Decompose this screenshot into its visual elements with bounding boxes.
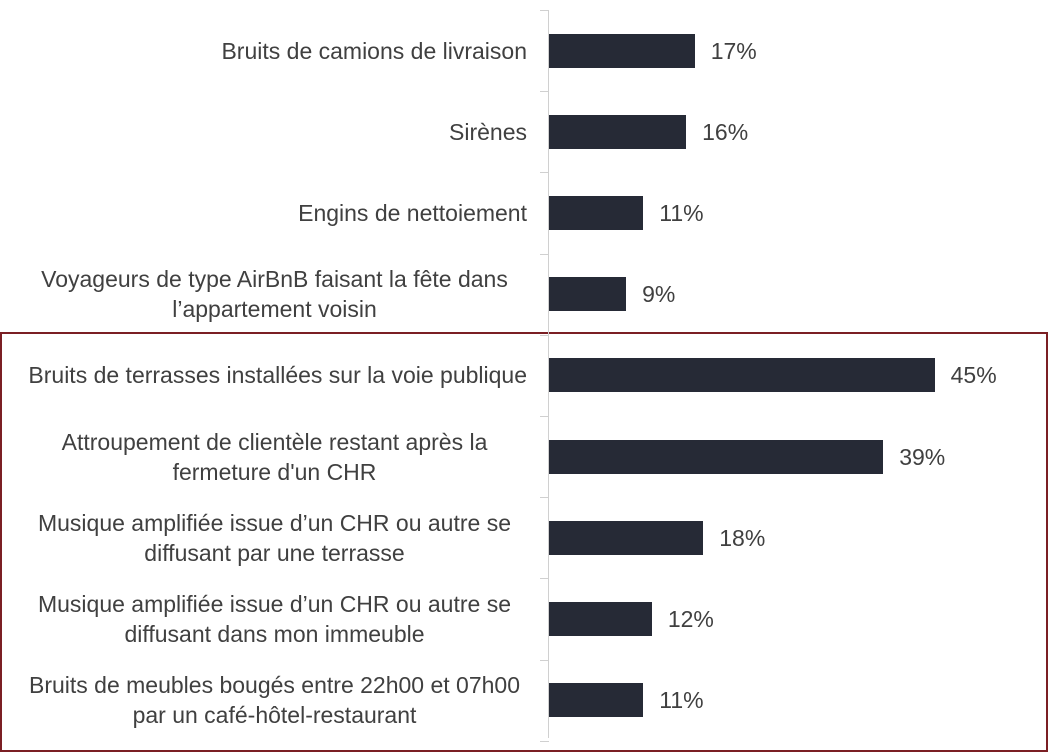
category-label: Musique amplifiée issue d’un CHR ou autr… xyxy=(37,590,512,647)
bar xyxy=(549,33,695,68)
value-label: 11% xyxy=(659,687,704,714)
category-label: Engins de nettoiement xyxy=(298,199,527,226)
category-label-box: Musique amplifiée issue d’un CHR ou autr… xyxy=(7,578,527,659)
axis-tick xyxy=(540,659,549,661)
bar xyxy=(549,196,644,230)
bar xyxy=(549,358,935,393)
value-label: 45% xyxy=(950,362,997,389)
bar xyxy=(549,683,644,718)
value-label: 16% xyxy=(702,118,749,145)
value-label: 18% xyxy=(719,524,766,551)
category-label-box: Sirènes xyxy=(7,91,527,172)
axis-tick xyxy=(540,253,549,255)
axis-tick xyxy=(540,416,549,417)
bar xyxy=(549,114,687,149)
category-label-box: Musique amplifiée issue d’un CHR ou autr… xyxy=(7,497,527,578)
category-axis xyxy=(548,10,549,738)
axis-tick xyxy=(540,91,549,93)
category-label-box: Engins de nettoiement xyxy=(7,172,527,253)
axis-tick xyxy=(540,334,549,336)
category-label-box: Bruits de terrasses installées sur la vo… xyxy=(7,335,527,416)
bar xyxy=(549,520,704,555)
value-label: 39% xyxy=(899,443,946,470)
axis-tick xyxy=(540,497,549,499)
axis-tick xyxy=(540,10,549,11)
category-label: Musique amplifiée issue d’un CHR ou autr… xyxy=(37,509,512,566)
value-label: 9% xyxy=(642,281,676,308)
category-label: Attroupement de clientèle restant après … xyxy=(61,428,488,485)
bar xyxy=(549,277,627,312)
category-label-box: Bruits de camions de livraison xyxy=(7,10,527,91)
axis-tick xyxy=(540,578,549,580)
axis-tick xyxy=(540,172,549,174)
value-label: 17% xyxy=(710,37,757,64)
category-label: Bruits de meubles bougés entre 22h00 et … xyxy=(28,672,521,729)
category-label-box: Attroupement de clientèle restant après … xyxy=(7,416,527,497)
category-label: Bruits de camions de livraison xyxy=(221,37,527,64)
value-label: 11% xyxy=(659,200,704,226)
axis-tick xyxy=(540,740,549,742)
category-label: Voyageurs de type AirBnB faisant la fête… xyxy=(41,266,508,323)
value-label: 12% xyxy=(667,606,714,632)
category-label-box: Bruits de meubles bougés entre 22h00 et … xyxy=(7,660,527,741)
category-label: Bruits de terrasses installées sur la vo… xyxy=(28,362,527,389)
category-label: Sirènes xyxy=(449,118,527,145)
bar xyxy=(549,602,652,636)
category-label-box: Voyageurs de type AirBnB faisant la fête… xyxy=(7,254,527,335)
bar xyxy=(549,439,884,474)
